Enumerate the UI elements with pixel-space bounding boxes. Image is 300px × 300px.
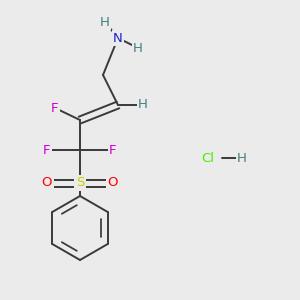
Text: O: O bbox=[42, 176, 52, 190]
Text: S: S bbox=[76, 176, 84, 190]
Text: H: H bbox=[100, 16, 110, 28]
Text: N: N bbox=[113, 32, 123, 44]
Text: F: F bbox=[43, 143, 51, 157]
Text: F: F bbox=[109, 143, 117, 157]
Text: H: H bbox=[237, 152, 247, 164]
Text: H: H bbox=[133, 41, 143, 55]
Text: F: F bbox=[51, 101, 59, 115]
Text: H: H bbox=[138, 98, 148, 112]
Text: Cl: Cl bbox=[202, 152, 214, 164]
Text: O: O bbox=[108, 176, 118, 190]
